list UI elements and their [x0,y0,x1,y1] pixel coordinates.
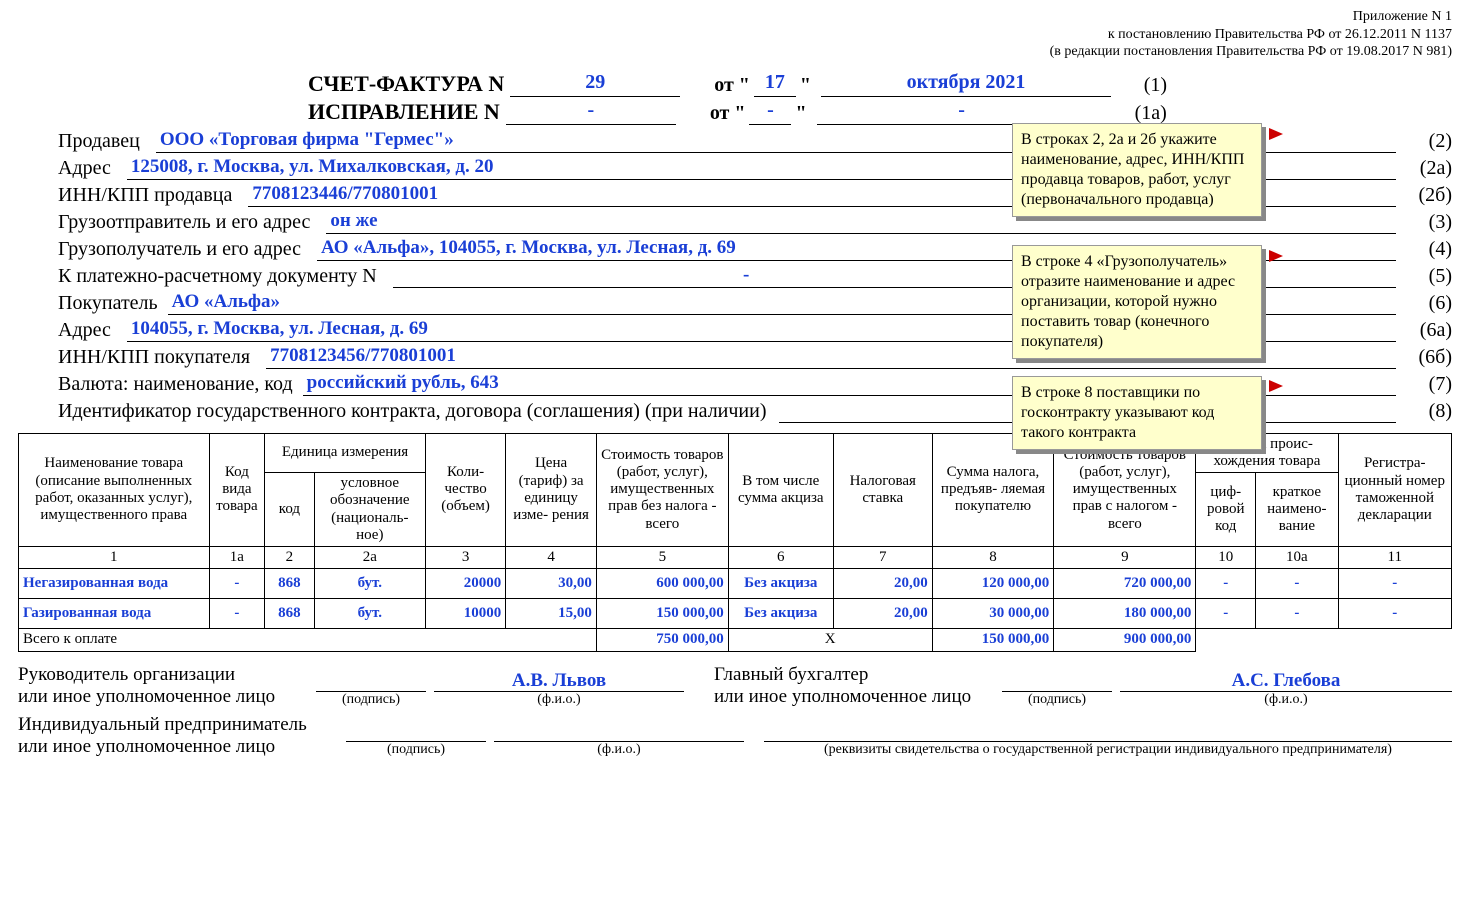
field-paren: (8) [1396,400,1452,423]
invoice-day: 17 [754,71,796,97]
ip-label-2: или иное уполномоченное лицо [18,736,338,758]
acc-label-2: или иное уполномоченное лицо [714,686,994,708]
field-label: Грузополучатель и его адрес [18,238,307,261]
field-label: Идентификатор государственного контракта… [18,400,773,423]
th-decl: Регистра- ционный номер таможенной декла… [1338,433,1451,547]
th-name: Наименование товара (описание выполненны… [19,433,210,547]
invoice-page: Приложение N 1 к постановлению Правитель… [0,0,1470,915]
invoice-month-year: октября 2021 [821,71,1111,97]
field-paren: (2а) [1396,157,1452,180]
th-cc: циф- ровой код [1196,473,1256,547]
from-label: от " [710,74,754,97]
field-paren: (6а) [1396,319,1452,342]
field-label: К платежно-расчетному документу N [18,265,383,288]
legal-header: Приложение N 1 к постановлению Правитель… [18,8,1452,61]
paren-1: (1) [1111,74,1167,97]
field-paren: (2б) [1396,184,1452,207]
accountant-name: А.С. Глебова [1120,670,1452,692]
correction-day: - [749,99,791,125]
acc-label-1: Главный бухгалтер [714,664,994,686]
field-paren: (6) [1396,292,1452,315]
tooltip-note-1: В строках 2, 2а и 2б укажите наименовани… [1012,123,1262,217]
table-row: Газированная вода-868бут.1000015,00150 0… [19,599,1452,629]
dir-label-1: Руководитель организации [18,664,308,686]
field-label: Адрес [18,319,117,342]
field-label: Адрес [18,157,117,180]
field-label: Продавец [18,130,146,153]
invoice-label: СЧЕТ-ФАКТУРА N [18,71,504,97]
correction-number: - [506,99,676,125]
quote-close-2: " [791,102,810,125]
invoice-table: Наименование товара (описание выполненны… [18,433,1452,652]
field-paren: (3) [1396,211,1452,234]
arrow-icon [1269,380,1283,392]
th-excise: В том числе сумма акциза [728,433,833,547]
total-row: Всего к оплате 750 000,00 X 150 000,00 9… [19,629,1452,651]
table-body: Негазированная вода-868бут.2000030,00600… [19,569,1452,629]
th-qty: Коли- чество (объем) [425,433,505,547]
legal-line-1: Приложение N 1 [18,8,1452,26]
field-paren: (7) [1396,373,1452,396]
field-label: Валюта: наименование, код [18,373,299,396]
th-sum-w: Стоимость товаров (работ, услуг), имущес… [1054,433,1196,547]
req-sub: (реквизиты свидетельства о государственн… [824,742,1392,758]
field-label: Покупатель [18,292,164,315]
th-code: код [265,473,314,547]
th-rate: Налоговая ставка [833,433,932,547]
director-name: А.В. Львов [434,670,684,692]
quote-close: " [796,74,815,97]
tooltip-note-3: В строке 8 поставщики по госконтракту ук… [1012,376,1262,450]
arrow-icon [1269,250,1283,262]
dir-label-2: или иное уполномоченное лицо [18,686,308,708]
field-paren: (2) [1396,130,1452,153]
th-tax: Сумма налога, предъяв- ляемая покупателю [932,433,1054,547]
field-paren: (4) [1396,238,1452,261]
invoice-number: 29 [510,71,680,97]
field-paren: (5) [1396,265,1452,288]
th-sum-wo: Стоимость товаров (работ, услуг), имущес… [596,433,728,547]
th-cn: краткое наимено- вание [1256,473,1338,547]
paren-1a: (1а) [1107,102,1167,125]
field-label: ИНН/КПП покупателя [18,346,256,369]
total-label: Всего к оплате [19,629,597,651]
arrow-icon [1269,128,1283,140]
correction-label: ИСПРАВЛЕНИЕ N [18,99,500,125]
from-label-2: от " [706,102,750,125]
th-unit-group: Единица измерения [265,433,426,473]
th-kv: Код вида товара [209,433,265,547]
th-unitname: условное обозначение (националь- ное) [314,473,425,547]
signature-block: Руководитель организации или иное уполно… [18,664,1452,758]
legal-line-3: (в редакции постановления Правительства … [18,43,1452,61]
ip-label-1: Индивидуальный предприниматель [18,714,338,736]
correction-month-year: - [817,99,1107,125]
legal-line-2: к постановлению Правительства РФ от 26.1… [18,26,1452,44]
field-value: - [393,264,1096,288]
field-label: Грузоотправитель и его адрес [18,211,316,234]
title-block: СЧЕТ-ФАКТУРА N 29 от " 17 " октября 2021… [18,71,1452,125]
th-price: Цена (тариф) за единицу изме- рения [506,433,597,547]
table-row: Негазированная вода-868бут.2000030,00600… [19,569,1452,599]
field-label: ИНН/КПП продавца [18,184,238,207]
field-paren: (6б) [1396,346,1452,369]
tooltip-note-2: В строке 4 «Грузополучатель» отразите на… [1012,245,1262,359]
